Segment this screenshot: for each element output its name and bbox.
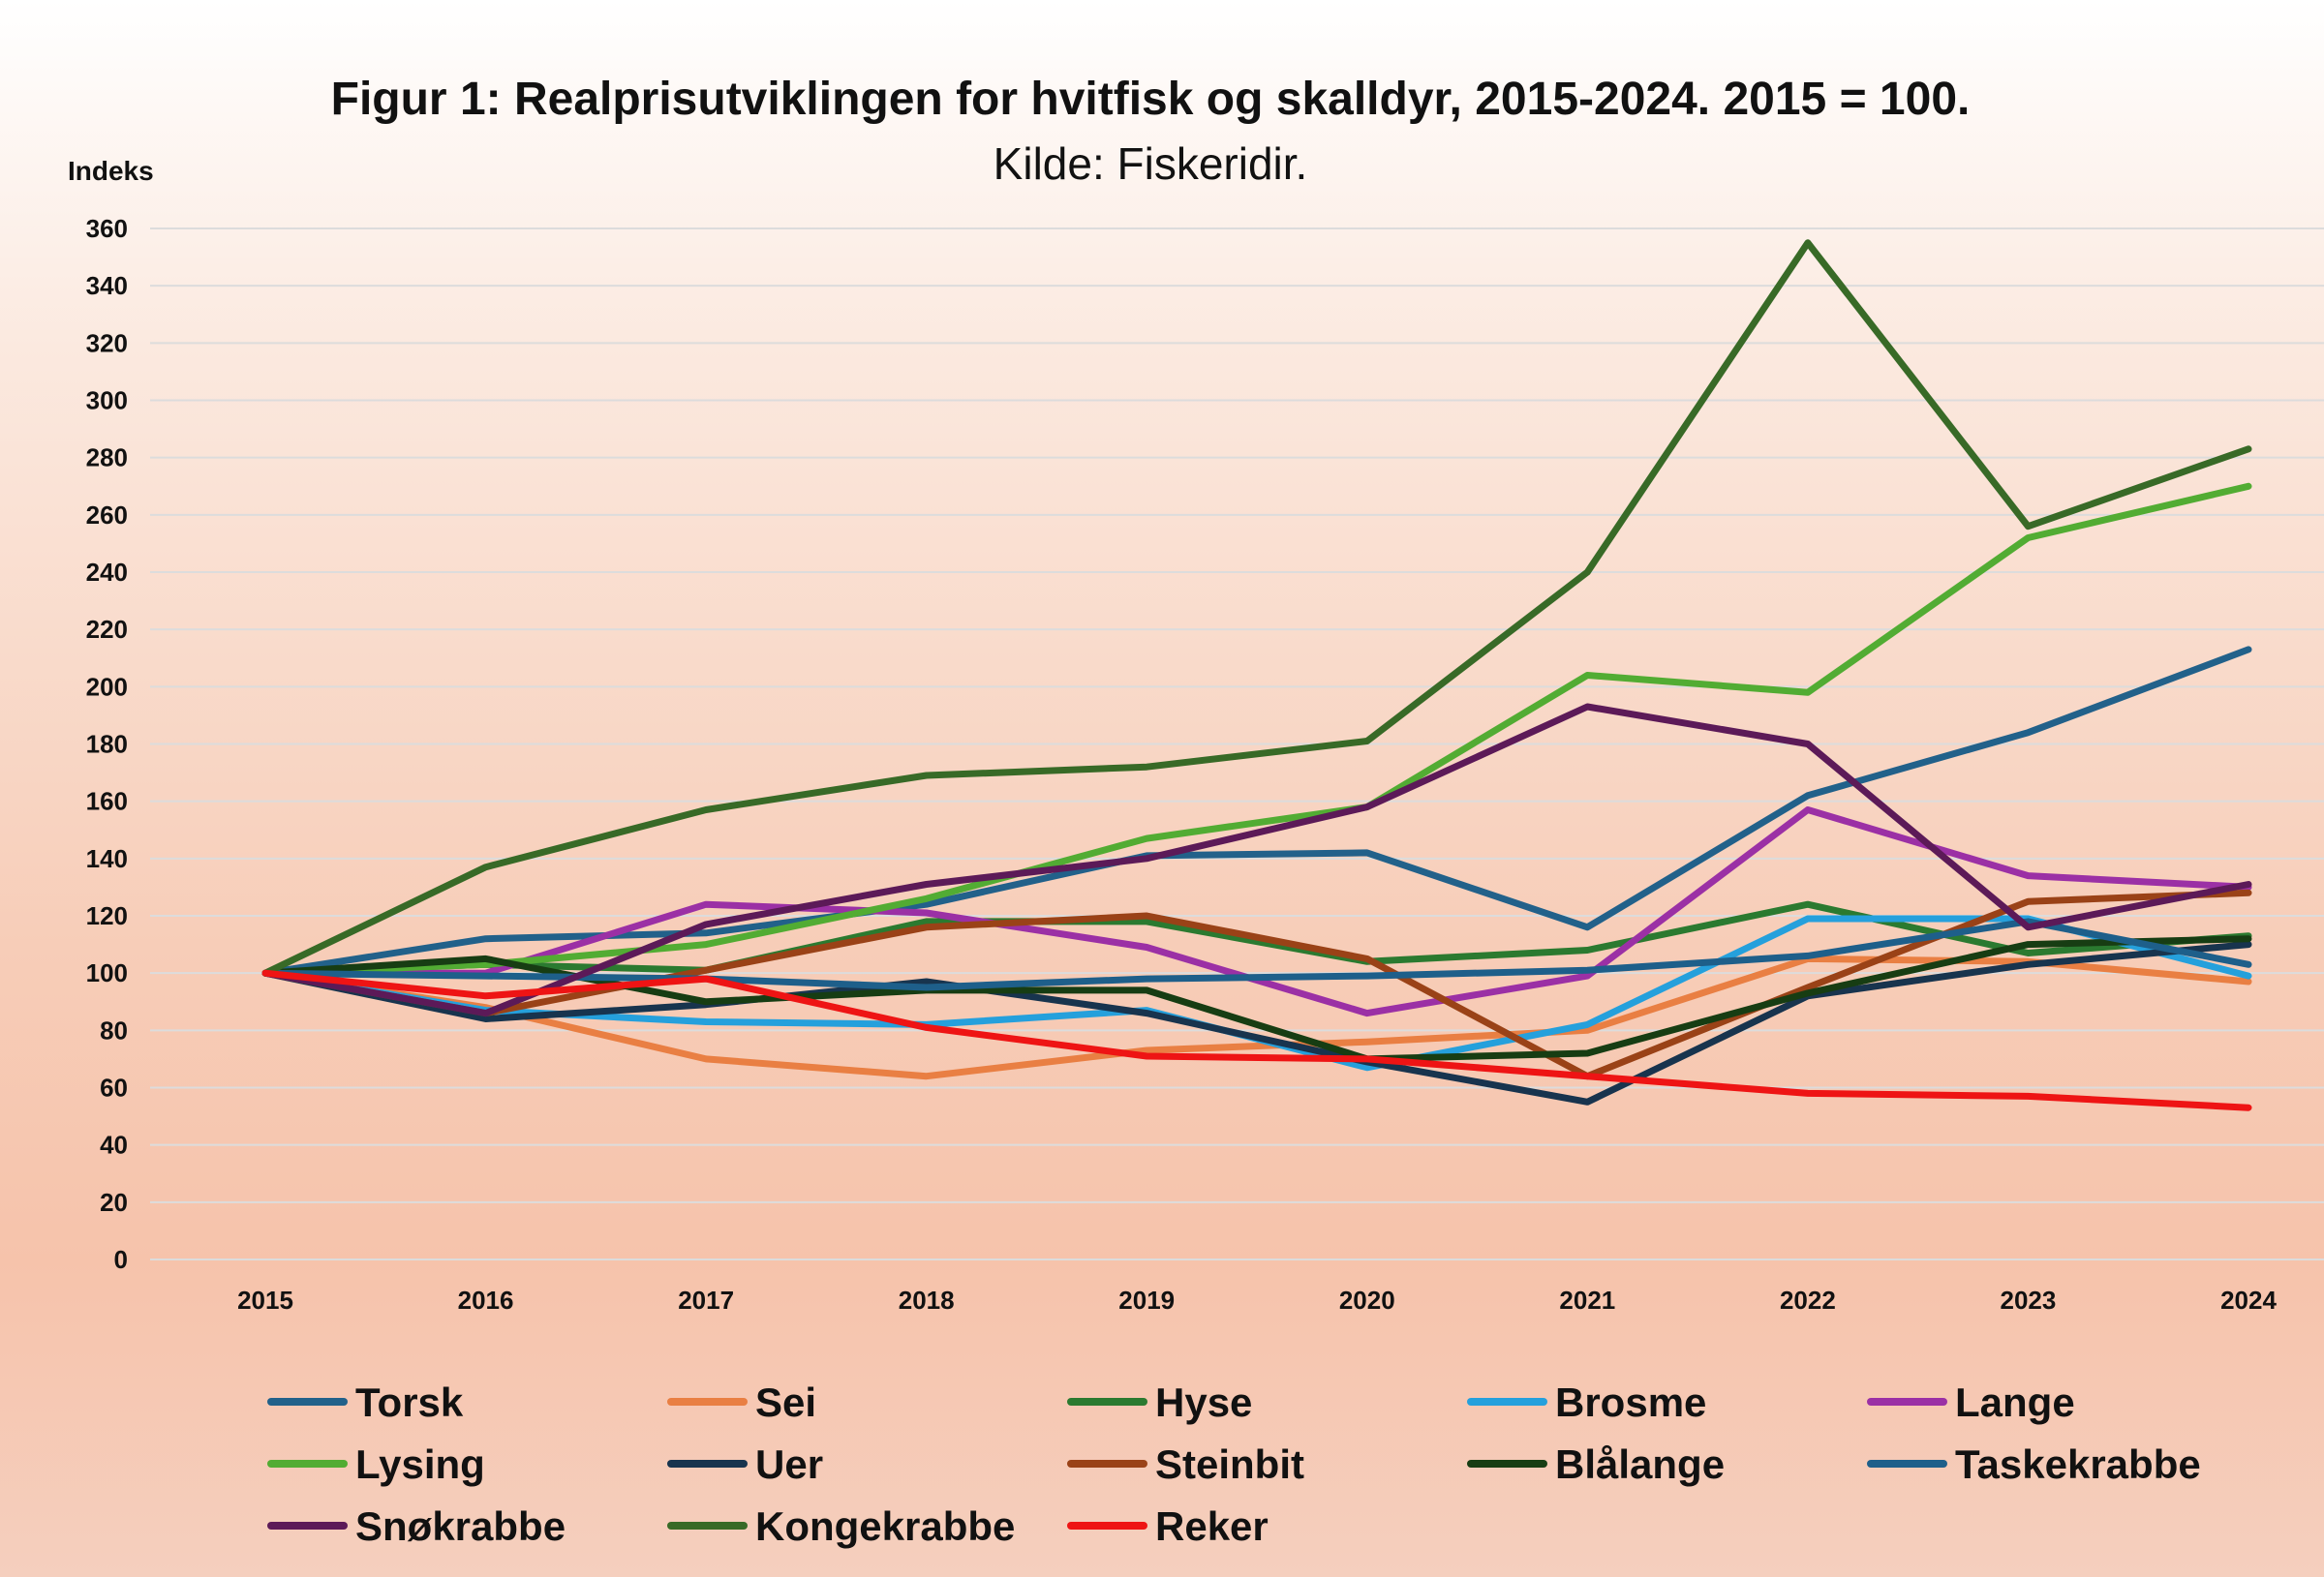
- legend-label: Reker: [1155, 1503, 1269, 1549]
- legend-item: Lysing: [267, 1441, 485, 1487]
- series-line-taskekrabbe: [261, 918, 2252, 991]
- legend-item: Kongekrabbe: [667, 1503, 1015, 1549]
- x-tick-label: 2020: [1339, 1286, 1395, 1315]
- legend-item: Hyse: [1067, 1380, 1252, 1425]
- x-tick-label: 2024: [2220, 1286, 2277, 1315]
- x-tick-label: 2016: [458, 1286, 514, 1315]
- legend-item: Uer: [667, 1441, 823, 1487]
- legend-label: Lange: [1955, 1380, 2075, 1425]
- x-axis-ticks: 2015 2016 2017 2018 2019 2020 2021 2022 2023 2024: [237, 1286, 2277, 1315]
- y-tick-label: 300: [86, 386, 128, 415]
- legend: Torsk Sei Hyse Brosme Lange Lysing Uer Steinbit…: [267, 1380, 2201, 1549]
- x-tick-label: 2022: [1780, 1286, 1836, 1315]
- legend-label: Taskekrabbe: [1955, 1441, 2201, 1487]
- y-tick-label: 60: [100, 1074, 128, 1103]
- legend-label: Uer: [755, 1441, 823, 1487]
- legend-label: Kongekrabbe: [755, 1503, 1015, 1549]
- y-tick-label: 140: [86, 844, 128, 873]
- x-tick-label: 2019: [1118, 1286, 1175, 1315]
- legend-item: Blålange: [1467, 1441, 1725, 1487]
- y-axis-label: Indeks: [68, 156, 154, 186]
- legend-label: Brosme: [1555, 1380, 1706, 1425]
- legend-label: Steinbit: [1155, 1441, 1304, 1487]
- y-tick-label: 200: [86, 672, 128, 701]
- series-line-reker: [261, 969, 2252, 1111]
- x-tick-label: 2021: [1559, 1286, 1615, 1315]
- y-tick-label: 160: [86, 787, 128, 816]
- y-tick-label: 340: [86, 271, 128, 300]
- y-tick-label: 220: [86, 615, 128, 644]
- series-line-sei: [261, 955, 2252, 1080]
- x-tick-label: 2015: [237, 1286, 293, 1315]
- legend-item: Taskekrabbe: [1867, 1441, 2201, 1487]
- y-tick-label: 360: [86, 214, 128, 243]
- y-tick-label: 260: [86, 500, 128, 530]
- legend-label: Sei: [755, 1380, 816, 1425]
- chart-subtitle: Kilde: Fiskeridir.: [994, 138, 1308, 189]
- series-line-uer: [261, 941, 2252, 1106]
- chart-title: Figur 1: Realprisutviklingen for hvitfis…: [331, 74, 1971, 125]
- legend-item: Reker: [1067, 1503, 1269, 1549]
- series-line-kongekrabbe: [261, 239, 2252, 977]
- legend-label: Blålange: [1555, 1441, 1725, 1487]
- y-tick-label: 100: [86, 958, 128, 987]
- y-tick-label: 20: [100, 1188, 128, 1217]
- legend-label: Torsk: [355, 1380, 464, 1425]
- x-tick-label: 2023: [2001, 1286, 2057, 1315]
- y-tick-label: 240: [86, 558, 128, 587]
- series-line-torsk: [261, 646, 2252, 977]
- y-tick-label: 320: [86, 328, 128, 357]
- legend-item: Brosme: [1467, 1380, 1706, 1425]
- legend-item: Steinbit: [1067, 1441, 1304, 1487]
- series-line-lysing: [261, 482, 2252, 977]
- legend-item: Lange: [1867, 1380, 2075, 1425]
- legend-item: Snøkrabbe: [267, 1503, 566, 1549]
- y-tick-label: 80: [100, 1016, 128, 1045]
- legend-label: Snøkrabbe: [355, 1503, 566, 1549]
- x-tick-label: 2017: [678, 1286, 734, 1315]
- series-line-steinbit: [261, 889, 2252, 1080]
- y-tick-label: 40: [100, 1131, 128, 1160]
- legend-label: Hyse: [1155, 1380, 1252, 1425]
- legend-label: Lysing: [355, 1441, 485, 1487]
- y-axis-ticks: 0 20 40 60 80 100 120 140 160 180 200 220 240 260 280 3…: [86, 214, 128, 1274]
- y-tick-label: 120: [86, 901, 128, 930]
- series-lines: [261, 239, 2252, 1111]
- legend-item: Sei: [667, 1380, 816, 1425]
- series-line-snøkrabbe: [261, 703, 2252, 1017]
- y-tick-label: 0: [114, 1245, 128, 1274]
- x-tick-label: 2018: [899, 1286, 955, 1315]
- y-tick-label: 180: [86, 730, 128, 759]
- y-tick-label: 280: [86, 443, 128, 472]
- legend-item: Torsk: [267, 1380, 464, 1425]
